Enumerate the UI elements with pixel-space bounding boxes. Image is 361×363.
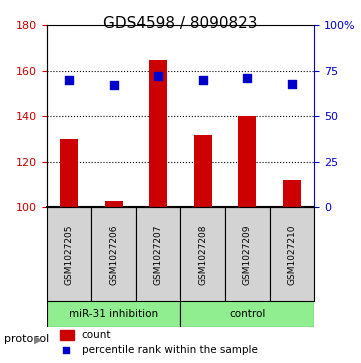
FancyBboxPatch shape [91, 208, 136, 301]
FancyBboxPatch shape [225, 208, 270, 301]
Text: ▶: ▶ [34, 334, 43, 344]
Point [66, 77, 72, 83]
Text: GSM1027210: GSM1027210 [287, 224, 296, 285]
Text: GSM1027208: GSM1027208 [198, 224, 207, 285]
Bar [60, 330, 74, 340]
Text: percentile rank within the sample: percentile rank within the sample [82, 345, 257, 355]
FancyBboxPatch shape [47, 301, 180, 327]
FancyBboxPatch shape [47, 208, 91, 301]
Point [63, 347, 69, 353]
Text: control: control [229, 309, 265, 319]
Text: count: count [82, 330, 111, 340]
Text: GSM1027207: GSM1027207 [154, 224, 163, 285]
FancyBboxPatch shape [270, 208, 314, 301]
FancyBboxPatch shape [180, 208, 225, 301]
Bar [238, 117, 256, 208]
Point [155, 73, 161, 79]
Point [200, 77, 206, 83]
Point [111, 83, 117, 89]
Text: miR-31 inhibition: miR-31 inhibition [69, 309, 158, 319]
Point [289, 81, 295, 87]
Bar [105, 201, 123, 208]
Text: protocol: protocol [4, 334, 49, 344]
Point [244, 75, 250, 81]
FancyBboxPatch shape [136, 208, 180, 301]
Bar [194, 135, 212, 208]
Bar [60, 139, 78, 208]
Bar [149, 60, 167, 208]
Text: GSM1027205: GSM1027205 [65, 224, 74, 285]
Bar [283, 180, 301, 208]
Text: GSM1027209: GSM1027209 [243, 224, 252, 285]
FancyBboxPatch shape [180, 301, 314, 327]
Text: GSM1027206: GSM1027206 [109, 224, 118, 285]
Text: GDS4598 / 8090823: GDS4598 / 8090823 [103, 16, 258, 31]
